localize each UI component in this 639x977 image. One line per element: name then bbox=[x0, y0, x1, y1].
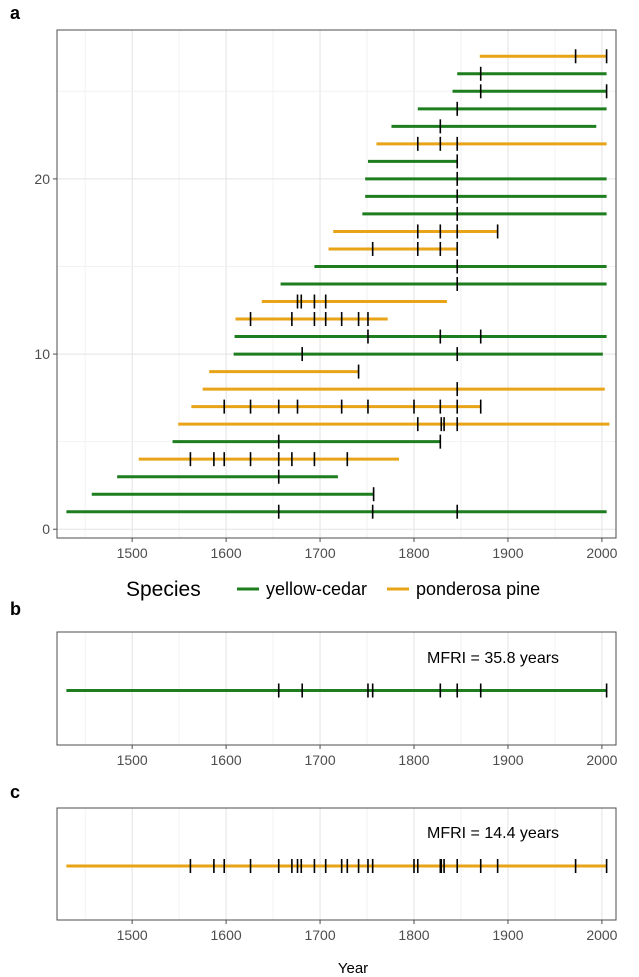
panel-a-tree-chronologies: 1500 1600 1700 1800 1900 2000 0 10 20 bbox=[34, 29, 618, 561]
panel-b-x-tick-label-1900: 1900 bbox=[492, 752, 523, 768]
panel-a-x-tick-label-2000: 2000 bbox=[586, 545, 617, 561]
panel-c-x-tick-label-1700: 1700 bbox=[304, 927, 335, 943]
legend: Species yellow-cedar ponderosa pine bbox=[126, 578, 540, 601]
panel-a-x-tick-label-1800: 1800 bbox=[398, 545, 429, 561]
panel-b-composite-yellow-cedar: MFRI = 35.8 years 1500 1600 1700 1800 1900 20… bbox=[56, 631, 618, 768]
panel-a-y-tick-label-10: 10 bbox=[34, 346, 50, 362]
panel-a-data bbox=[66, 49, 610, 519]
panel-b-x-tick-label-2000: 2000 bbox=[586, 752, 617, 768]
legend-label-yellow-cedar: yellow-cedar bbox=[266, 579, 367, 599]
panel-c-axes: 1500 1600 1700 1800 1900 2000 bbox=[117, 920, 618, 943]
panel-b-x-tick-label-1800: 1800 bbox=[398, 752, 429, 768]
panel-a-y-tick-label-0: 0 bbox=[42, 521, 50, 537]
panel-b-mfri-label: MFRI = 35.8 years bbox=[427, 650, 559, 667]
panel-c-x-tick-label-2000: 2000 bbox=[586, 927, 617, 943]
panel-a-frame bbox=[56, 29, 617, 539]
panel-letter-b: b bbox=[10, 599, 21, 619]
panel-c-x-tick-label-1600: 1600 bbox=[211, 927, 242, 943]
panel-c-frame bbox=[56, 807, 617, 921]
panel-a-x-tick-label-1600: 1600 bbox=[211, 545, 242, 561]
panel-c-x-tick-label-1500: 1500 bbox=[117, 927, 148, 943]
panel-c-data bbox=[66, 859, 608, 873]
panel-b-x-tick-label-1500: 1500 bbox=[117, 752, 148, 768]
panel-letter-c: c bbox=[10, 782, 20, 802]
x-axis-label: Year bbox=[338, 960, 368, 977]
panel-b-frame bbox=[56, 631, 617, 746]
panel-letter-a: a bbox=[10, 3, 21, 23]
panel-a-axes: 1500 1600 1700 1800 1900 2000 0 10 20 bbox=[34, 171, 617, 561]
panel-b-grid bbox=[84, 632, 603, 745]
panel-a-x-tick-label-1500: 1500 bbox=[117, 545, 148, 561]
panel-b-data bbox=[66, 683, 608, 698]
panel-c-x-tick-label-1900: 1900 bbox=[492, 927, 523, 943]
panel-c-x-tick-label-1800: 1800 bbox=[398, 927, 429, 943]
panel-a-x-tick-label-1700: 1700 bbox=[304, 545, 335, 561]
panel-c-composite-ponderosa-pine: MFRI = 14.4 years 1500 1600 1700 1800 1900 20… bbox=[56, 807, 618, 977]
legend-label-ponderosa-pine: ponderosa pine bbox=[416, 579, 540, 599]
panel-a-x-tick-label-1900: 1900 bbox=[492, 545, 523, 561]
panel-b-x-tick-label-1600: 1600 bbox=[211, 752, 242, 768]
panel-b-axes: 1500 1600 1700 1800 1900 2000 bbox=[117, 745, 618, 768]
panel-a-y-tick-label-20: 20 bbox=[34, 171, 50, 187]
panel-c-mfri-label: MFRI = 14.4 years bbox=[427, 825, 559, 842]
panel-b-x-tick-label-1700: 1700 bbox=[304, 752, 335, 768]
legend-title: Species bbox=[126, 578, 201, 601]
panel-c-background bbox=[57, 808, 616, 920]
panel-b-background bbox=[57, 632, 616, 745]
